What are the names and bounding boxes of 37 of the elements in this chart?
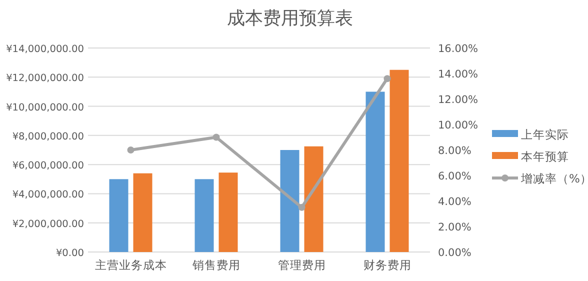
legend-label: 上年实际 [521, 128, 569, 142]
bar [133, 173, 152, 252]
y2-tick-label: 10.00% [438, 120, 478, 132]
chart-title: 成本费用预算表 [227, 8, 353, 29]
bar [390, 70, 409, 252]
y-tick-label: ¥12,000,000.00 [6, 73, 84, 84]
y2-tick-label: 16.00% [438, 43, 478, 55]
x-tick-label: 主营业务成本 [94, 258, 167, 272]
x-tick-label: 管理费用 [278, 258, 326, 272]
y-tick-label: ¥10,000,000.00 [6, 102, 84, 114]
bar [304, 146, 324, 252]
y2-tick-label: 8.00% [438, 145, 472, 157]
bar [109, 179, 128, 252]
x-tick-label: 财务费用 [363, 258, 412, 272]
legend-label: 增减率（%） [520, 172, 588, 186]
bar [366, 92, 385, 252]
y-tick-label: ¥8,000,000.00 [12, 131, 84, 142]
y-tick-label: ¥6,000,000.00 [12, 160, 84, 172]
bar [218, 172, 238, 252]
bar [194, 179, 214, 252]
x-tick-label: 销售费用 [191, 258, 240, 272]
point [384, 75, 391, 82]
y2-tick-label: 2.00% [438, 222, 472, 234]
y2-tick-label: 0.00% [438, 247, 472, 259]
y2-tick-label: 4.00% [438, 196, 472, 208]
point [127, 146, 134, 154]
y-tick-label: ¥2,000,000.00 [12, 218, 84, 230]
y2-tick-label: 6.00% [438, 170, 472, 182]
y-tick-label: ¥0.00 [56, 248, 84, 259]
point [212, 134, 220, 141]
y2-tick-label: 14.00% [438, 68, 478, 80]
bar [280, 150, 300, 252]
y-tick-label: ¥4,000,000.00 [12, 190, 84, 201]
y-tick-label: ¥14,000,000.00 [6, 44, 84, 55]
legend-label: 本年预算 [521, 150, 569, 164]
point [298, 204, 306, 211]
y2-tick-label: 12.00% [438, 94, 478, 106]
